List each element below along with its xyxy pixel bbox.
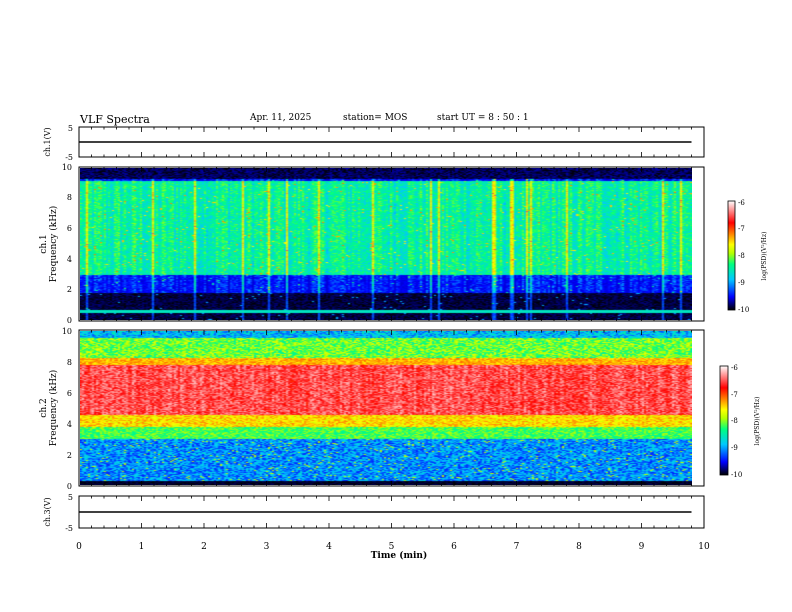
ch1-cbar-tick-m7: -7: [738, 225, 745, 233]
ch1-colorbar: -6 -7 -8 -9 -10 log(PSD)(V²/Hz): [727, 199, 768, 314]
ch2-ytick-0: 0: [67, 482, 72, 491]
x-tick-label-0: 0: [76, 542, 82, 552]
date-label: Apr. 11, 2025: [250, 113, 312, 123]
ch3-voltage-ticks: [78, 496, 705, 528]
ch2-cbar-tick-m6: -6: [731, 364, 738, 372]
ch2-ytick-6: 6: [67, 389, 72, 398]
ch1-ytick-8: 8: [67, 193, 72, 202]
ch1-voltage-ylabel: ch.1(V): [43, 127, 52, 156]
ch2-colorbar-label: log(PSD)(V²/Hz): [754, 397, 761, 446]
ch1-cbar-tick-m6: -6: [738, 199, 745, 207]
ch2-cbar-tick-m7: -7: [731, 391, 738, 399]
ch1-spectrogram-ticks: [78, 167, 705, 321]
ch1-cbar-tick-m8: -8: [738, 252, 745, 260]
x-axis-tick-labels: 0 1 2 3 4 5 6 7 8 9 10: [76, 542, 710, 552]
ch2-cbar-tick-m8: -8: [731, 417, 738, 425]
ch2-spectrogram-panel: 0 2 4 6 8 10 ch.2Frequency (kHz): [39, 327, 705, 491]
x-tick-label-3: 3: [264, 542, 270, 552]
ch1-ytick-4: 4: [67, 255, 72, 264]
ch1-spectrogram-image: [80, 168, 692, 320]
ch2-ytick-10: 10: [62, 327, 72, 336]
ch1-colorbar-gradient: [727, 200, 736, 311]
plot-title: VLF Spectra: [80, 113, 150, 126]
ch1-ytick-0: 0: [67, 316, 72, 325]
ch2-colorbar-gradient: [719, 365, 729, 476]
ch2-spectrogram-ticks: [78, 330, 705, 486]
ch2-ytick-4: 4: [67, 420, 72, 429]
x-tick-label-9: 9: [639, 542, 645, 552]
ch1-ytick-bottom: -5: [65, 153, 73, 162]
ch3-ytick-top: 5: [68, 493, 73, 502]
x-tick-label-8: 8: [576, 542, 582, 552]
ch2-ytick-2: 2: [67, 451, 72, 460]
x-tick-label-6: 6: [451, 542, 457, 552]
x-tick-label-2: 2: [201, 542, 207, 552]
ch2-cbar-tick-m9: -9: [731, 444, 738, 452]
ch1-ytick-2: 2: [67, 285, 72, 294]
start-time-label: start UT = 8 : 50 : 1: [437, 113, 529, 123]
ch1-ytick-10: 10: [62, 163, 72, 172]
x-tick-label-10: 10: [698, 542, 710, 552]
x-tick-label-4: 4: [326, 542, 332, 552]
ch1-voltage-ticks: [78, 127, 705, 157]
ch3-ytick-bottom: -5: [65, 524, 73, 533]
ch2-spectrogram-image: [80, 331, 692, 485]
ch2-ytick-8: 8: [67, 358, 72, 367]
ch1-cbar-tick-m9: -9: [738, 279, 745, 287]
ch1-colorbar-label: log(PSD)(V²/Hz): [761, 232, 768, 281]
ch2-spectrogram-ylabel: ch.2Frequency (kHz): [39, 370, 59, 447]
ch1-ytick-6: 6: [67, 224, 72, 233]
ch1-spectrogram-panel: 0 2 4 6 8 10 ch.1Frequency (kHz): [39, 163, 705, 325]
ch1-voltage-panel: 5 -5 ch.1(V): [43, 124, 705, 162]
ch3-voltage-panel: 5 -5 ch.3(V): [43, 493, 705, 533]
ch2-cbar-tick-m10: -10: [731, 471, 742, 479]
ch1-cbar-tick-m10: -10: [738, 306, 749, 314]
ch3-voltage-ylabel: ch.3(V): [43, 497, 52, 526]
ch2-colorbar: -6 -7 -8 -9 -10 log(PSD)(V²/Hz): [719, 364, 761, 479]
ch1-spectrogram-ylabel: ch.1Frequency (kHz): [39, 206, 59, 283]
x-tick-label-1: 1: [139, 542, 145, 552]
ch1-ytick-top: 5: [68, 124, 73, 133]
x-tick-label-5: 5: [389, 542, 395, 552]
x-tick-label-7: 7: [514, 542, 520, 552]
station-label: station= MOS: [343, 113, 408, 123]
x-axis-label: Time (min): [371, 550, 428, 561]
